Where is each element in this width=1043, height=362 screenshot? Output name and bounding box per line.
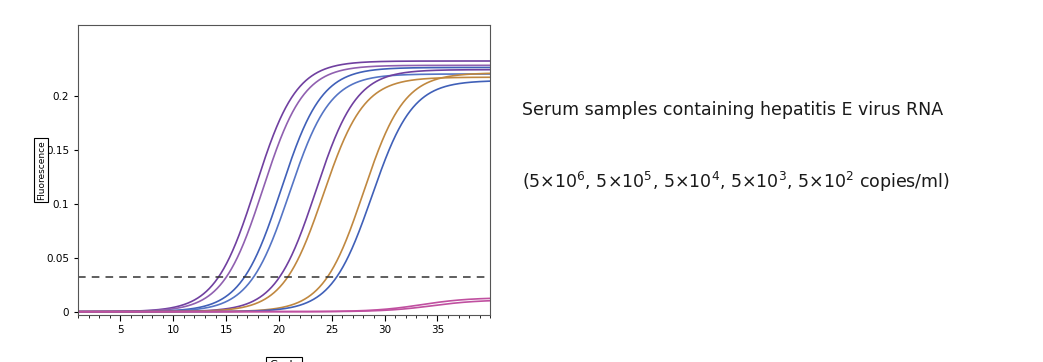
- Text: Serum samples containing hepatitis E virus RNA: Serum samples containing hepatitis E vir…: [523, 101, 944, 119]
- Text: Fluorescence: Fluorescence: [37, 140, 46, 200]
- Text: Cycle: Cycle: [269, 360, 299, 362]
- Text: (5×10$^{6}$, 5×10$^{5}$, 5×10$^{4}$, 5×10$^{3}$, 5×10$^{2}$ copies/ml): (5×10$^{6}$, 5×10$^{5}$, 5×10$^{4}$, 5×1…: [523, 170, 950, 194]
